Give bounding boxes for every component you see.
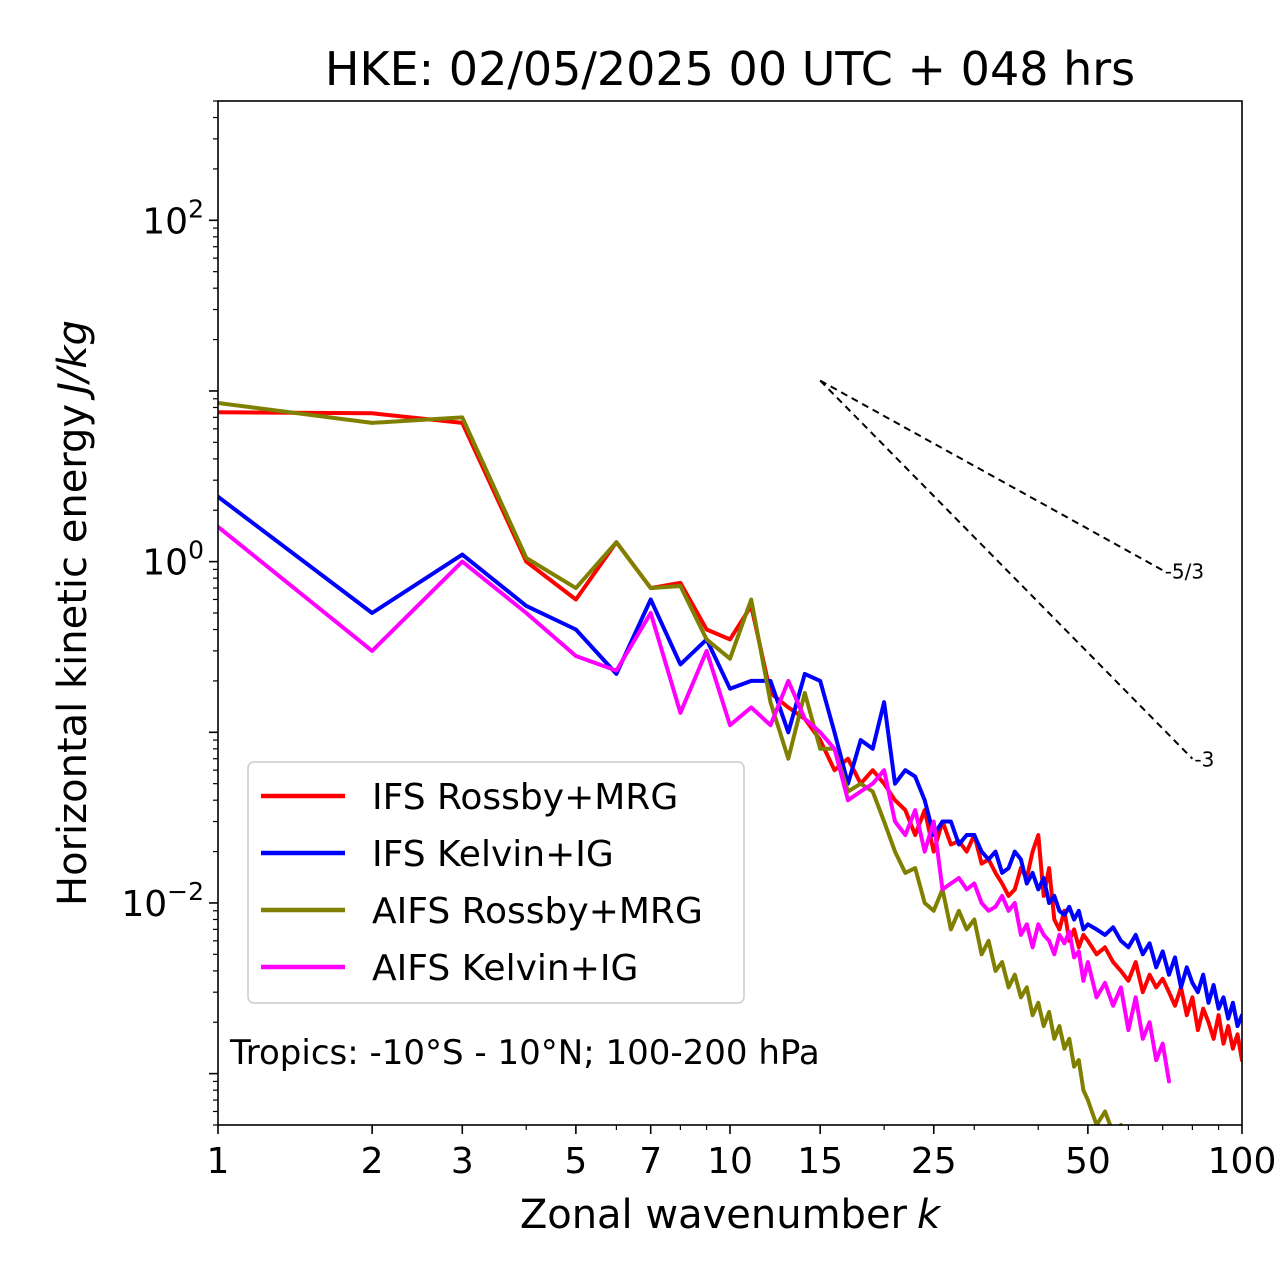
series-line-4 bbox=[218, 524, 1171, 1084]
x-tick-label: 15 bbox=[797, 1141, 843, 1182]
x-axis-ticks: 1 2 3 5 7 10 15 25 50 100 bbox=[207, 1125, 1277, 1182]
region-annotation: Tropics: -10°S - 10°N; 100-200 hPa bbox=[229, 1033, 820, 1073]
legend-box bbox=[247, 761, 745, 1004]
reference-slope-label-1: -5/3 bbox=[1165, 559, 1204, 583]
y-tick-label: 100 bbox=[142, 536, 204, 584]
reference-slope-label-2: -3 bbox=[1194, 748, 1214, 772]
series-layer bbox=[218, 401, 1242, 1125]
y-axis-ticks: 102 100 10−2 bbox=[121, 100, 218, 1126]
y-tick-label: 102 bbox=[142, 194, 204, 242]
x-tick-label: 1 bbox=[207, 1141, 230, 1182]
y-tick-label: 10−2 bbox=[121, 877, 204, 925]
x-tick-label: 100 bbox=[1208, 1141, 1277, 1182]
x-tick-label: 25 bbox=[911, 1141, 957, 1182]
legend-label-4: AIFS Kelvin+IG bbox=[372, 948, 638, 989]
x-tick-label: 5 bbox=[564, 1141, 587, 1182]
series-line-2 bbox=[218, 494, 1242, 1029]
series-line-3 bbox=[218, 401, 1124, 1125]
legend-label-3: AIFS Rossby+MRG bbox=[372, 891, 703, 932]
legend-label-2: IFS Kelvin+IG bbox=[372, 834, 614, 875]
x-tick-label: 3 bbox=[451, 1141, 474, 1182]
legend: IFS Rossby+MRG IFS Kelvin+IG AIFS Rossby+M… bbox=[247, 761, 745, 1004]
reference-slope-line-2 bbox=[819, 379, 1194, 760]
reference-slope-labels: -5/3 -3 bbox=[1165, 559, 1215, 771]
y-axis-label: Horizontal kinetic energyJ/kg bbox=[50, 320, 96, 906]
chart-title: HKE: 02/05/2025 00 UTC + 048 hrs bbox=[325, 42, 1135, 96]
x-axis-label: Zonal wavenumber k bbox=[520, 1192, 942, 1238]
reference-slope-lines bbox=[819, 379, 1194, 760]
reference-slope-line-1 bbox=[819, 379, 1164, 572]
x-tick-label: 7 bbox=[639, 1141, 662, 1182]
x-tick-label: 10 bbox=[707, 1141, 753, 1182]
x-tick-label: 50 bbox=[1065, 1141, 1111, 1182]
legend-label-1: IFS Rossby+MRG bbox=[372, 777, 678, 818]
x-tick-label: 2 bbox=[361, 1141, 384, 1182]
